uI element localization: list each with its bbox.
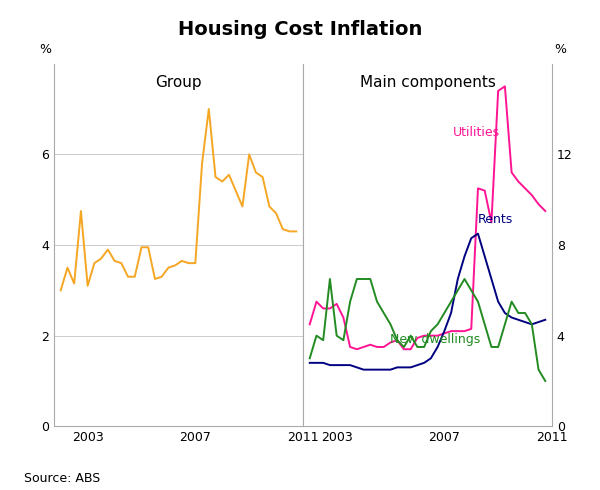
Text: Source: ABS: Source: ABS [24, 472, 100, 485]
Text: Rents: Rents [478, 213, 512, 226]
Text: New dwellings: New dwellings [390, 333, 481, 346]
Text: Housing Cost Inflation: Housing Cost Inflation [178, 20, 422, 39]
Text: %: % [40, 44, 52, 56]
Text: Group: Group [155, 74, 202, 90]
Text: Main components: Main components [359, 74, 496, 90]
Text: Utilities: Utilities [452, 126, 500, 139]
Text: %: % [554, 44, 566, 56]
